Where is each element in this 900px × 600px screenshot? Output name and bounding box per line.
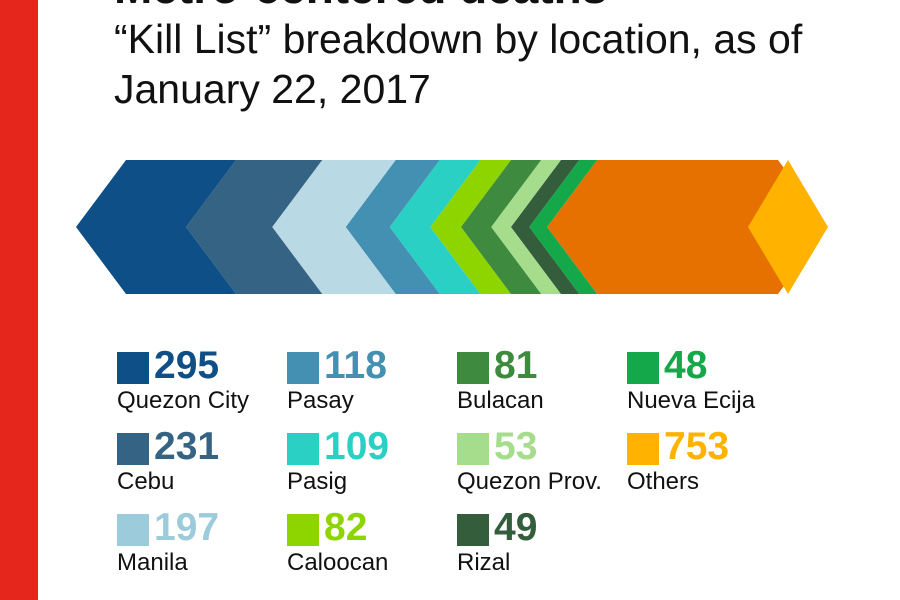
legend-label: Manila [117, 549, 188, 576]
chevron-segment-pasig [389, 160, 481, 294]
legend-item-caloocan: 82 Caloocan [287, 506, 457, 579]
chevron-segment-manila [272, 160, 396, 294]
chevron-segment-rizal [510, 160, 580, 294]
chevron-tip-others [748, 160, 828, 294]
legend-item-pasig: 109 Pasig [287, 425, 457, 498]
legend-value: 81 [494, 344, 538, 387]
chevron-segment-quezon-city [76, 160, 237, 294]
legend-item-nueva-ecija: 48 Nueva Ecija [627, 344, 797, 417]
legend-value: 197 [154, 506, 220, 549]
legend-swatch [117, 514, 149, 546]
chevron-segment-cebu [186, 160, 323, 294]
legend-label: Pasig [287, 468, 348, 495]
legend-item-pasay: 118 Pasay [287, 344, 457, 417]
legend-item-bulacan: 81 Bulacan [457, 344, 627, 417]
legend-swatch [457, 433, 489, 465]
legend-swatch [627, 433, 659, 465]
legend-swatch [457, 514, 489, 546]
legend-swatch [117, 352, 149, 384]
legend-value: 82 [324, 506, 368, 549]
legend-swatch [117, 433, 149, 465]
legend-label: Rizal [457, 549, 511, 576]
chart-subtitle: “Kill List” breakdown by location, as of… [114, 16, 803, 112]
legend-label: Quezon Prov. [457, 468, 602, 495]
legend-label: Quezon City [117, 387, 250, 414]
chart-title: Metro-centered deaths [114, 0, 607, 12]
legend-swatch [287, 352, 319, 384]
legend-swatch [627, 352, 659, 384]
legend-value: 49 [494, 506, 538, 549]
legend-swatch [287, 514, 319, 546]
legend-item-rizal: 49 Rizal [457, 506, 627, 579]
chevron-segment-nueva-ecija [529, 160, 598, 294]
legend-value: 48 [664, 344, 708, 387]
legend-item-quezon-city: 295 Quezon City [117, 344, 287, 417]
legend-value: 118 [324, 344, 387, 387]
legend-item-quezon-prov: 53 Quezon Prov. [457, 425, 627, 498]
legend-item-manila: 197 Manila [117, 506, 287, 579]
legend-value: 109 [324, 425, 390, 468]
legend-value: 53 [494, 425, 538, 468]
red-accent-bar [0, 0, 38, 600]
legend-item-cebu: 231 Cebu [117, 425, 287, 498]
legend-label: Nueva Ecija [627, 387, 756, 414]
legend-value: 231 [154, 425, 220, 468]
legend-value: 295 [154, 344, 220, 387]
legend-label: Others [627, 468, 700, 495]
legend-label: Caloocan [287, 549, 389, 576]
chevron-segment-caloocan [430, 160, 511, 294]
chevron-segment-quezon-prov [491, 160, 561, 294]
legend-swatch [287, 433, 319, 465]
chevron-segment-others [547, 160, 828, 294]
legend-swatch [457, 352, 489, 384]
legend-label: Bulacan [457, 387, 544, 414]
legend-label: Cebu [117, 468, 175, 495]
legend-label: Pasay [287, 387, 354, 414]
legend-item-others: 753 Others [627, 425, 797, 498]
chevron-segment-pasay [345, 160, 440, 294]
legend-value: 753 [664, 425, 730, 468]
chevron-segment-bulacan [460, 160, 542, 294]
